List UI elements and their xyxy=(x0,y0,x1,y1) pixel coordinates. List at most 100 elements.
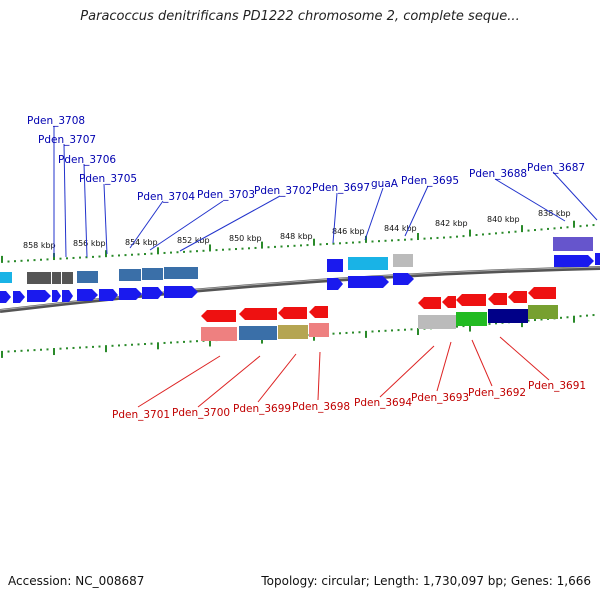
minor-tick xyxy=(66,257,68,260)
minor-tick xyxy=(345,331,348,334)
gene-arrow[interactable] xyxy=(13,291,25,303)
top-gene-labels[interactable]: Pden_3708 Pden_3707 Pden_3706 Pden_3705 … xyxy=(27,115,585,203)
minor-tick xyxy=(586,224,588,227)
gene-label[interactable]: Pden_3703 xyxy=(197,189,255,201)
gene-label[interactable]: Pden_3692 xyxy=(468,387,526,399)
gene-arrow[interactable] xyxy=(62,290,73,302)
gene-label[interactable]: Pden_3697 xyxy=(312,182,370,194)
gene-feature[interactable] xyxy=(553,237,593,251)
gene-label[interactable]: Pden_3708 xyxy=(27,115,85,127)
minor-tick xyxy=(137,253,140,256)
gene-label[interactable]: Pden_3707 xyxy=(38,134,96,146)
gene-arrow[interactable] xyxy=(528,287,556,299)
gene-arrow[interactable] xyxy=(327,278,343,290)
gene-arrow[interactable] xyxy=(278,307,307,319)
gene-feature[interactable] xyxy=(52,272,61,284)
gene-feature[interactable] xyxy=(239,326,277,340)
minor-tick xyxy=(592,224,595,227)
gene-feature[interactable] xyxy=(0,272,12,283)
gene-label[interactable]: Pden_3700 xyxy=(172,407,230,419)
gene-feature[interactable] xyxy=(418,315,456,329)
gene-feature[interactable] xyxy=(348,257,388,270)
minor-tick xyxy=(163,341,166,344)
gene-feature[interactable] xyxy=(278,325,308,339)
gene-feature[interactable] xyxy=(393,254,413,267)
minor-tick xyxy=(540,318,543,321)
gene-arrow[interactable] xyxy=(164,286,198,298)
major-tick xyxy=(157,342,159,350)
gene-feature[interactable] xyxy=(142,268,163,280)
minor-tick xyxy=(189,340,192,343)
gene-label[interactable]: Pden_3694 xyxy=(354,397,412,409)
gene-arrow[interactable] xyxy=(201,310,236,322)
gene-label[interactable]: Pden_3701 xyxy=(112,409,170,421)
gene-feature[interactable] xyxy=(119,269,141,281)
gene-feature[interactable] xyxy=(309,323,329,337)
gene-feature[interactable] xyxy=(77,271,98,283)
major-tick xyxy=(261,241,263,249)
gene-arrow[interactable] xyxy=(142,287,163,299)
major-tick xyxy=(261,336,263,344)
gene-label[interactable]: Pden_3698 xyxy=(292,401,350,413)
minor-tick xyxy=(495,232,497,235)
gene-arrow[interactable] xyxy=(393,273,414,285)
major-tick xyxy=(417,233,419,241)
gene-arrow[interactable] xyxy=(348,276,389,288)
gene-feature[interactable] xyxy=(27,272,51,284)
gene-arrow[interactable] xyxy=(77,289,98,301)
minor-tick xyxy=(189,250,192,253)
major-tick xyxy=(1,255,3,263)
gene-label[interactable]: Pden_3706 xyxy=(58,154,116,166)
gene-label[interactable]: Pden_3693 xyxy=(411,392,469,404)
gene-feature[interactable] xyxy=(456,312,487,326)
gene-label[interactable]: Pden_3702 xyxy=(254,185,312,197)
minor-tick xyxy=(384,329,387,332)
minor-tick xyxy=(566,226,569,229)
gene-arrow[interactable] xyxy=(508,291,527,303)
gene-label[interactable]: Pden_3688 xyxy=(469,168,527,180)
gene-arrow[interactable] xyxy=(27,290,51,302)
minor-tick xyxy=(40,348,42,351)
minor-tick xyxy=(456,235,458,238)
gene-arrow[interactable] xyxy=(309,306,328,318)
gene-feature[interactable] xyxy=(327,259,343,272)
minor-tick xyxy=(46,348,49,351)
gene-arrow[interactable] xyxy=(456,294,486,306)
gene-label[interactable]: Pden_3695 xyxy=(401,175,459,187)
gene-arrow[interactable] xyxy=(595,253,600,265)
gene-label[interactable]: Pden_3705 xyxy=(79,173,137,185)
minor-tick xyxy=(170,341,172,344)
gene-arrow[interactable] xyxy=(442,296,456,308)
major-tick xyxy=(313,333,315,341)
minor-tick xyxy=(79,256,81,259)
gene-label[interactable]: Pden_3704 xyxy=(137,191,195,203)
minor-tick xyxy=(378,240,380,243)
gene-feature[interactable] xyxy=(488,309,528,323)
scale-label: 844 kbp xyxy=(384,224,417,233)
gene-label[interactable]: Pden_3691 xyxy=(528,380,586,392)
gene-arrow[interactable] xyxy=(119,288,142,300)
gene-feature[interactable] xyxy=(201,327,237,341)
gene-arrow[interactable] xyxy=(0,291,11,303)
gene-feature[interactable] xyxy=(164,267,198,279)
bottom-gene-labels[interactable]: Pden_3701 Pden_3700 Pden_3699 Pden_3698 … xyxy=(112,380,586,421)
minor-tick xyxy=(144,253,146,256)
gene-arrow[interactable] xyxy=(554,255,594,267)
forward-genes[interactable] xyxy=(0,237,600,303)
gene-arrow[interactable] xyxy=(52,290,61,302)
gene-label[interactable]: Pden_3699 xyxy=(233,403,291,415)
gene-feature[interactable] xyxy=(528,305,558,319)
gene-label[interactable]: Pden_3687 xyxy=(527,162,585,174)
gene-arrow[interactable] xyxy=(239,308,277,320)
gene-label[interactable]: guaA xyxy=(371,178,399,190)
minor-tick xyxy=(579,225,582,228)
minor-tick xyxy=(280,245,283,248)
gene-feature[interactable] xyxy=(62,272,73,284)
minor-tick xyxy=(527,319,530,322)
minor-tick xyxy=(326,243,328,246)
gene-arrow[interactable] xyxy=(99,289,118,301)
gene-arrow[interactable] xyxy=(488,293,507,305)
reverse-genes[interactable] xyxy=(201,287,558,341)
gene-arrow[interactable] xyxy=(418,297,441,309)
